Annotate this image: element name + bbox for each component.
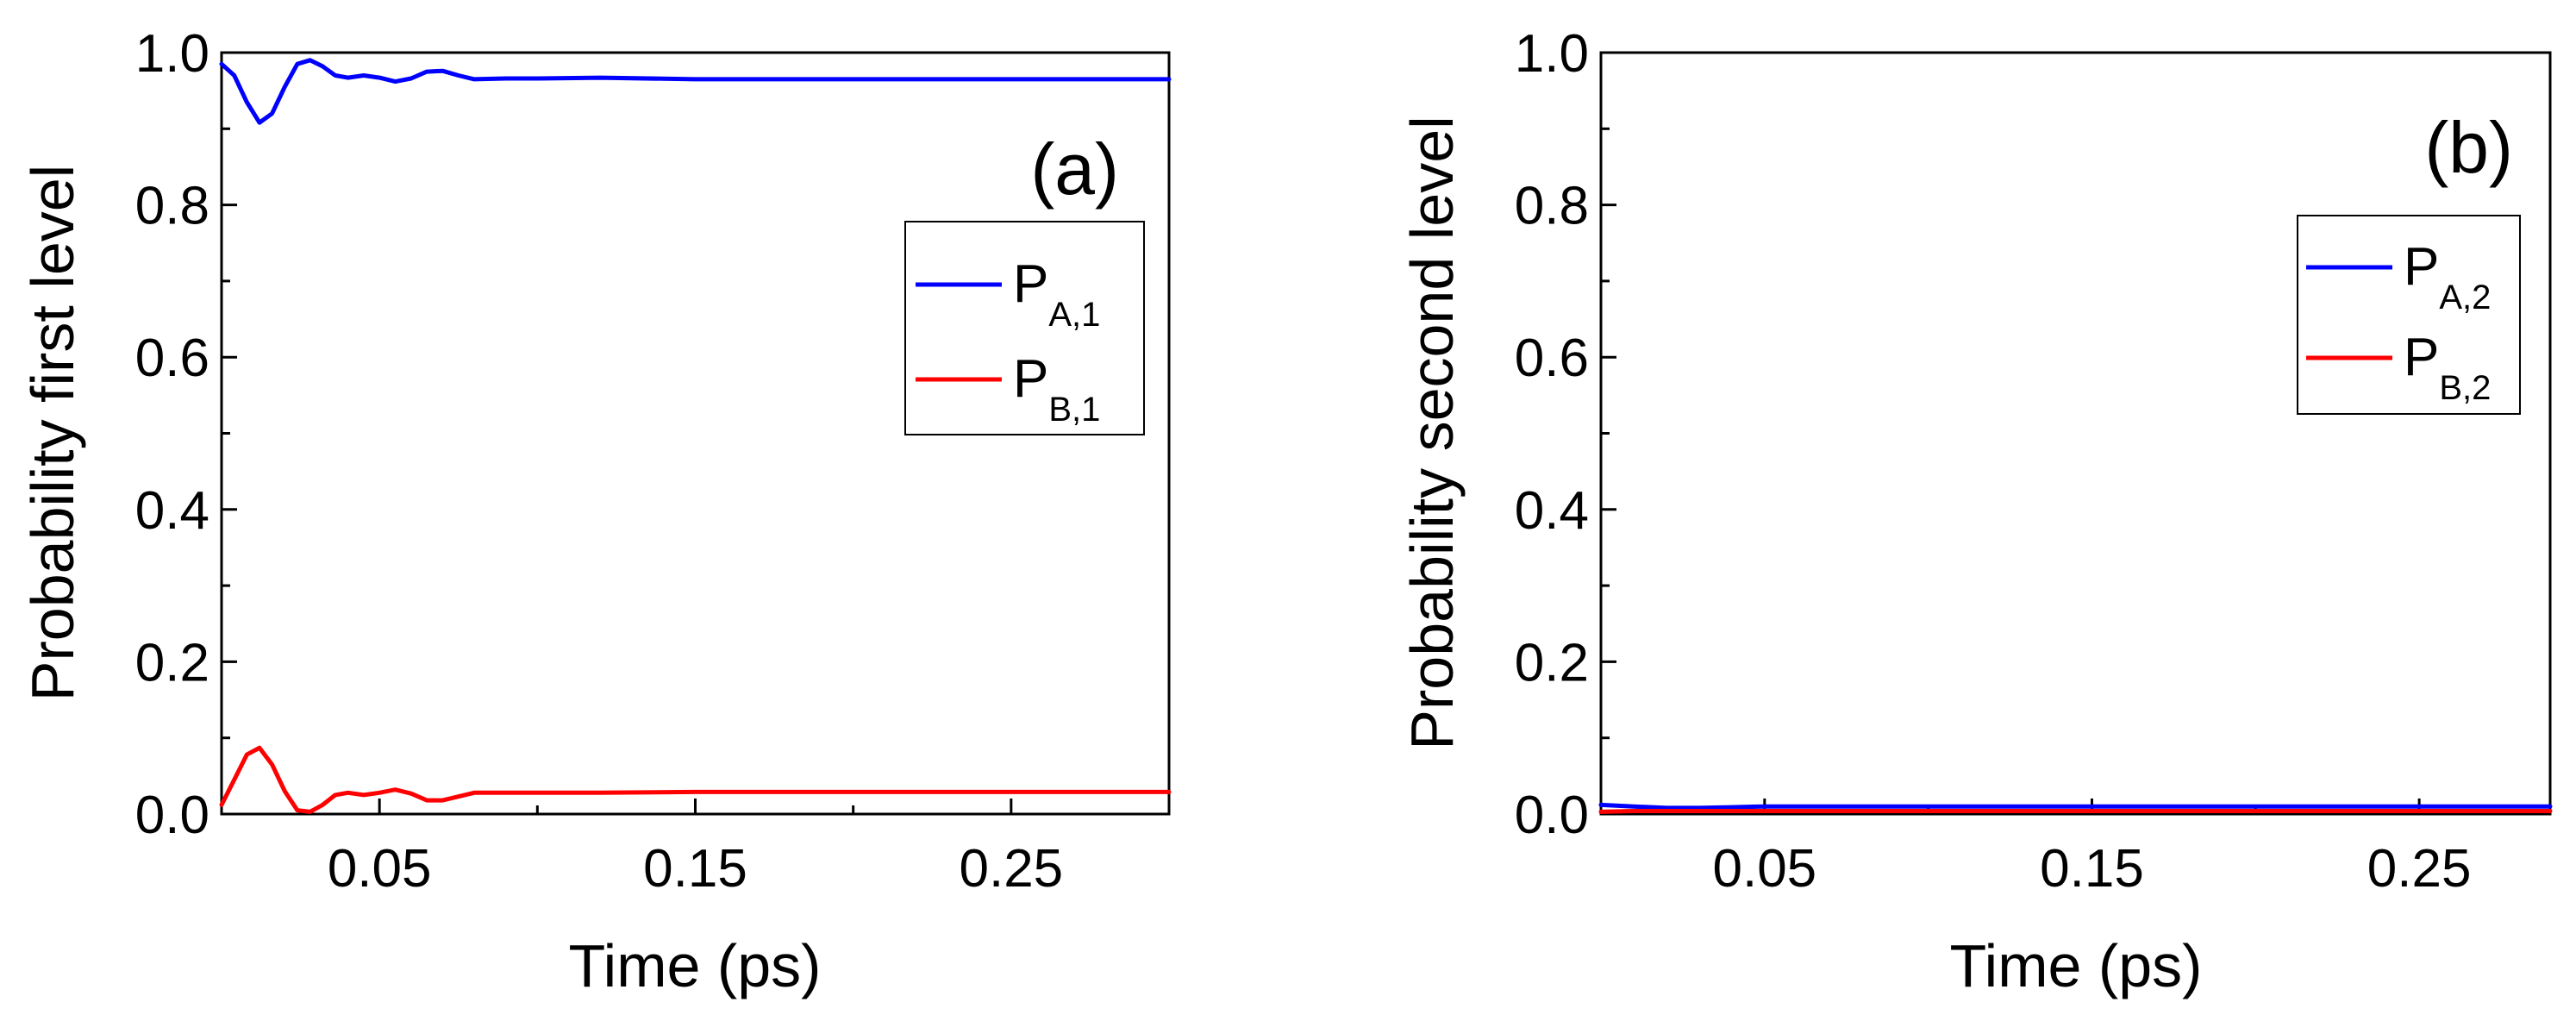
legend-name-a-1: P [1013,349,1048,409]
x-ticks-b: 0.05 0.15 0.25 [1712,799,2471,899]
chart-panel-b: 0.05 0.15 0.25 0.0 0.2 0.4 0.6 0.8 1.0 (b) Time… [1398,24,2553,999]
y-tick-label-b-0: 0.0 [1515,786,1589,845]
y-tick-label-b-4: 0.8 [1515,177,1589,236]
series-line-b-1 [1598,809,2553,814]
panel-label-a: (a) [1030,128,1119,210]
legend-b: PA,2 PB,2 [2297,215,2521,415]
legend-sub-a-0: A,1 [1048,296,1100,334]
series-group-b [1598,802,2553,814]
legend-sub-b-1: B,2 [2439,369,2491,407]
plot-frame-b [1599,51,2552,816]
x-tick-label-a-0: 0.05 [328,839,432,899]
legend-box-a [904,221,1145,435]
legend-box-b [2297,215,2521,415]
legend-name-b-0: P [2404,237,2439,297]
y-ticks-b: 0.0 0.2 0.4 0.6 0.8 1.0 [1515,24,1616,845]
x-tick-label-a-1: 0.15 [643,839,747,899]
series-line-a-0 [219,58,1172,125]
y-tick-label-b-1: 0.2 [1515,633,1589,692]
chart-panel-a: 0.05 0.15 0.25 0.0 0.2 0.4 0.6 0.8 1.0 (a) Time… [19,24,1172,999]
series-line-a-1 [219,745,1172,814]
x-tick-label-a-2: 0.25 [959,839,1063,899]
y-tick-label-b-3: 0.6 [1515,329,1589,388]
legend-a: PA,1 PB,1 [904,221,1145,435]
x-axis-label-a: Time (ps) [569,932,822,999]
y-ticks-a: 0.0 0.2 0.4 0.6 0.8 1.0 [135,24,237,845]
legend-entry-a-0: PA,1 [1013,254,1100,334]
series-group-a [219,58,1172,814]
x-ticks-a: 0.05 0.15 0.25 [328,799,1063,899]
legend-entry-a-1: PB,1 [1013,349,1100,429]
legend-entry-b-1: PB,2 [2404,328,2491,407]
legend-name-a-0: P [1013,254,1048,314]
y-tick-label-a-2: 0.4 [135,481,209,541]
x-tick-label-b-0: 0.05 [1712,839,1816,899]
y-tick-label-a-4: 0.8 [135,177,209,236]
y-tick-label-a-1: 0.2 [135,633,209,692]
x-tick-label-b-2: 0.25 [2367,839,2472,899]
x-tick-label-b-1: 0.15 [2040,839,2144,899]
y-tick-label-a-5: 1.0 [135,24,209,84]
y-tick-label-b-2: 0.4 [1515,481,1589,541]
y-tick-label-a-0: 0.0 [135,786,209,845]
series-line-b-0 [1598,802,2553,811]
legend-entry-b-0: PA,2 [2404,237,2491,316]
y-tick-label-b-5: 1.0 [1515,24,1589,84]
y-tick-label-a-3: 0.6 [135,329,209,388]
x-axis-label-b: Time (ps) [1950,932,2203,999]
legend-name-b-1: P [2404,328,2439,387]
panel-label-b: (b) [2424,107,2513,188]
y-axis-label-a: Probability first level [19,165,86,701]
legend-sub-b-0: A,2 [2439,279,2491,316]
legend-sub-a-1: B,1 [1048,391,1100,429]
y-axis-label-b: Probability second level [1398,116,1466,749]
